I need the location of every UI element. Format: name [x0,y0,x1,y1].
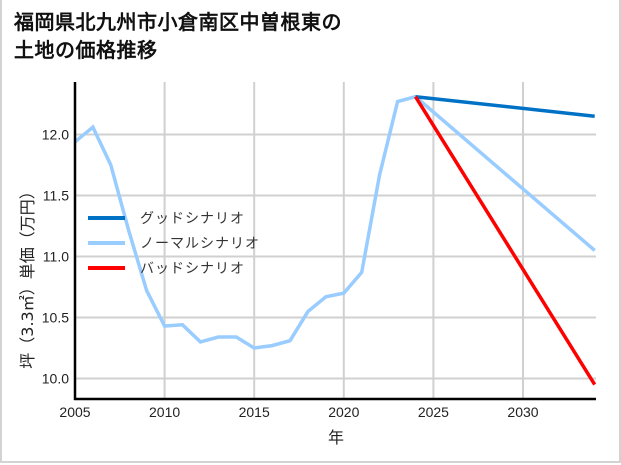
x-tick-label: 2010 [149,404,180,420]
legend-label-normal: ノーマルシナリオ [140,235,260,252]
legend-label-good: グッドシナリオ [140,210,245,227]
x-tick-label: 2015 [239,404,270,420]
x-tick-label: 2030 [507,404,538,420]
y-tick-label: 11.5 [43,188,69,204]
legend: グッドシナリオ ノーマルシナリオ バッドシナリオ [88,205,260,280]
legend-label-bad: バッドシナリオ [140,260,245,277]
legend-swatch-good [88,215,125,220]
x-axis-label: 年 [327,428,345,447]
legend-item-good: グッドシナリオ [88,205,260,230]
legend-swatch-normal [88,240,125,245]
y-tick-label: 10.5 [42,310,69,326]
chart-title-line2: 土地の価格推移 [14,38,158,62]
legend-swatch-bad [88,265,125,270]
x-tick-label: 2025 [418,404,449,420]
y-tick-label: 11.0 [43,249,69,265]
x-tick-label: 2020 [328,404,359,420]
chart-title: 福岡県北九州市小倉南区中曽根東の 土地の価格推移 [14,8,342,64]
chart-title-line1: 福岡県北九州市小倉南区中曽根東の [14,10,342,34]
series-line [73,94,596,350]
y-axis-label: 坪（3.3㎡）単価（万円） [18,183,37,369]
y-tick-label: 12.0 [42,127,69,143]
series-line [414,95,597,386]
x-tick-label: 2005 [59,404,90,420]
legend-item-bad: バッドシナリオ [88,255,260,280]
series-line [415,94,595,118]
y-tick-label: 10.0 [42,371,69,387]
legend-item-normal: ノーマルシナリオ [88,230,260,255]
